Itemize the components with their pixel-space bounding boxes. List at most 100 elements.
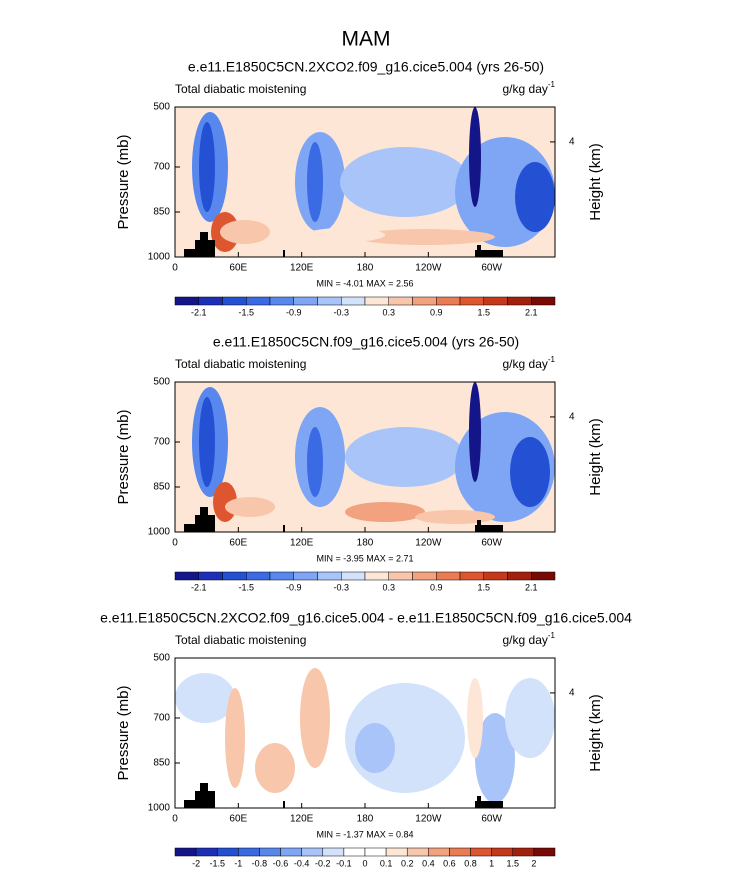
contour-blob (475, 713, 515, 803)
topography (208, 240, 215, 257)
colorbar-label: -0.9 (286, 582, 302, 592)
colorbar-label: 0.3 (382, 582, 395, 592)
colorbar-box (198, 571, 223, 581)
contour-blob (255, 743, 295, 793)
figure-title: MAM (342, 28, 391, 51)
colorbar-box (436, 296, 461, 306)
colorbar-box (246, 296, 271, 306)
contour-blob (220, 220, 270, 244)
contour-blob (300, 668, 330, 768)
min-max: MIN = -3.95 MAX = 2.71 (316, 553, 413, 563)
colorbar-label: -0.3 (333, 582, 349, 592)
colorbar-box (317, 571, 342, 581)
x-tick-label: 0 (172, 263, 178, 274)
topography (475, 801, 503, 808)
colorbar-box (293, 296, 318, 306)
colorbar-box (388, 571, 413, 581)
contour-blob (467, 678, 483, 758)
colorbar-label: -1 (234, 858, 242, 868)
y-axis-label: Pressure (mb) (115, 409, 132, 504)
min-max: MIN = -4.01 MAX = 2.56 (316, 278, 413, 288)
units-exponent: -1 (548, 80, 556, 89)
x-tick-label: 0 (172, 814, 178, 825)
y-tick-label: 1000 (148, 527, 171, 538)
colorbar-box (301, 847, 324, 857)
colorbar-label: -0.3 (333, 307, 349, 317)
colorbar-box (388, 296, 413, 306)
units-label: g/kg day-1 (503, 631, 556, 647)
topography (184, 524, 204, 532)
contour-blob (307, 142, 323, 222)
colorbar-box (280, 847, 302, 857)
y-axis-label: Pressure (mb) (115, 134, 132, 229)
colorbar-box (174, 847, 197, 857)
colorbar-box (216, 847, 239, 857)
contour-blob (225, 497, 275, 517)
units: g/kg day (503, 357, 548, 371)
topography (195, 791, 203, 808)
panel: e.e11.E1850C5CN.2XCO2.f09_g16.cice5.004 … (100, 610, 632, 869)
colorbar-box (222, 296, 247, 306)
colorbar-box (507, 571, 532, 581)
y2-axis-label: Height (km) (587, 418, 604, 496)
y2-tick-label: 4 (569, 412, 575, 423)
topography (195, 240, 203, 257)
panel: e.e11.E1850C5CN.2XCO2.f09_g16.cice5.004 … (115, 59, 604, 318)
colorbar-box (238, 847, 260, 857)
colorbar-label: -0.9 (286, 307, 302, 317)
colorbar-box (459, 571, 484, 581)
y-tick-label: 500 (153, 102, 170, 113)
colorbar-box (364, 571, 389, 581)
y-tick-label: 700 (153, 437, 170, 448)
contour-blob (199, 122, 215, 212)
colorbar-label: 2 (531, 858, 536, 868)
colorbar-label: 0.8 (464, 858, 477, 868)
x-tick-label: 60W (481, 538, 502, 549)
units-label: g/kg day-1 (503, 355, 556, 371)
contour-blob (505, 678, 555, 758)
contour-blob (199, 397, 215, 487)
colorbar-label: 1.5 (477, 307, 490, 317)
min-max: MIN = -1.37 MAX = 0.84 (316, 829, 413, 839)
topography (283, 801, 285, 808)
units-label: g/kg day-1 (503, 80, 556, 96)
topography (208, 791, 215, 808)
colorbar-box (269, 571, 294, 581)
colorbar-box (459, 296, 484, 306)
colorbar-box (436, 571, 461, 581)
colorbar-label: 1.5 (507, 858, 520, 868)
colorbar-label: 0.3 (382, 307, 395, 317)
topography (208, 515, 215, 532)
units-exponent: -1 (548, 355, 556, 364)
units: g/kg day (503, 82, 548, 96)
x-tick-label: 60W (481, 263, 502, 274)
colorbar-label: -1.5 (209, 858, 225, 868)
contour-blob (355, 723, 395, 773)
colorbar-box (531, 296, 556, 306)
topography (200, 232, 208, 257)
colorbar-label: 2.1 (525, 307, 538, 317)
colorbar-label: -0.2 (315, 858, 331, 868)
x-tick-label: 120W (415, 814, 442, 825)
field (175, 107, 555, 257)
colorbar-label: -0.1 (336, 858, 352, 868)
colorbar-label: -0.8 (252, 858, 268, 868)
x-tick-label: 60E (229, 814, 247, 825)
contour-blob (415, 510, 495, 524)
x-tick-label: 0 (172, 538, 178, 549)
units: g/kg day (503, 633, 548, 647)
colorbar-box (512, 847, 535, 857)
topography (200, 783, 208, 808)
y2-tick-label: 4 (569, 688, 575, 699)
colorbar-box (269, 296, 294, 306)
colorbar-label: -2.1 (191, 582, 207, 592)
colorbar-label: -2 (192, 858, 200, 868)
colorbar-box (507, 296, 532, 306)
colorbar-label: 0.9 (430, 582, 443, 592)
colorbar-box (322, 847, 345, 857)
colorbar-box (364, 847, 387, 857)
y-tick-label: 850 (153, 207, 170, 218)
contour-blob (515, 162, 555, 232)
contour-blob (175, 673, 235, 723)
colorbar-box (222, 571, 247, 581)
